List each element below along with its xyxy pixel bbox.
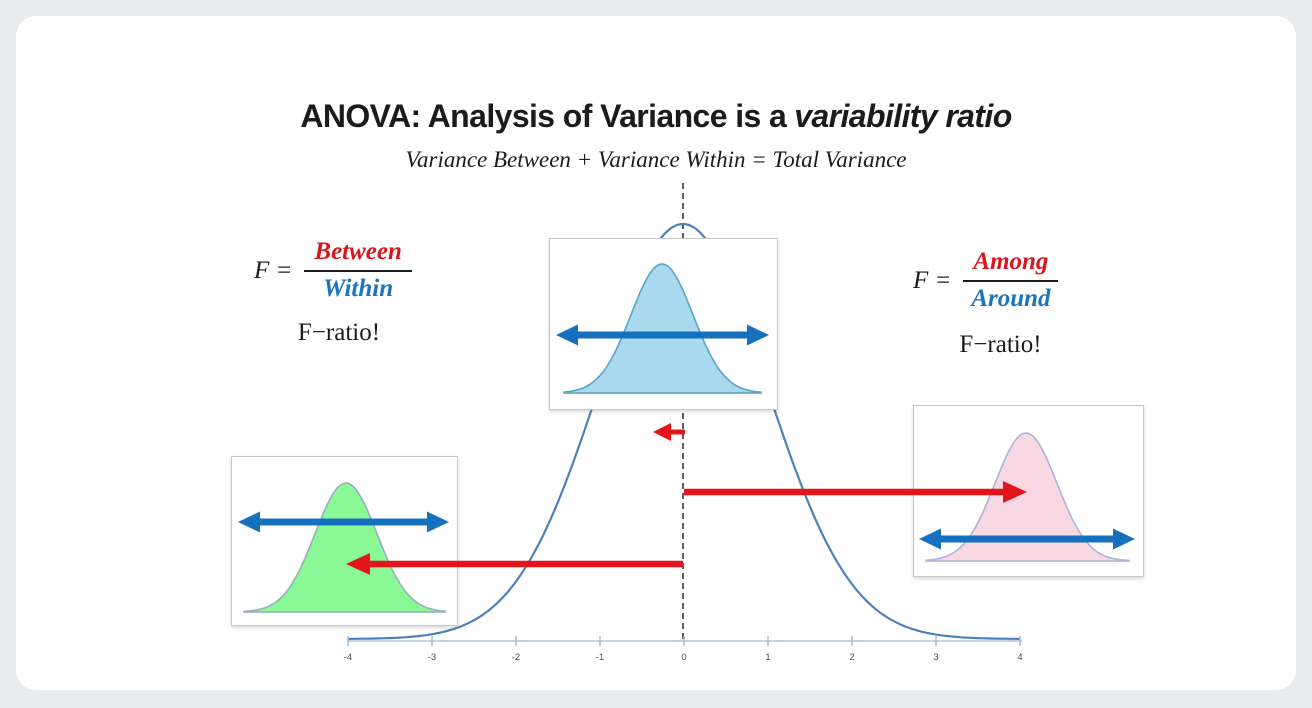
svg-text:-4: -4 [344, 652, 352, 663]
grand-distribution-curve [347, 222, 1020, 640]
slide-card: ANOVA: Analysis of Variance is a variabil… [16, 16, 1296, 690]
distribution-diagram: -4 -3 -2 -1 0 1 2 3 4 [344, 183, 1023, 663]
between-distribution-curve [925, 432, 1130, 562]
svg-text:0: 0 [681, 652, 686, 663]
formula-right-lhs: F = [913, 266, 952, 294]
within-variability-arrow [238, 511, 449, 533]
f-ratio-caption-left: F−ratio! [297, 319, 381, 346]
within-distribution-curve [243, 482, 446, 613]
total-distribution-box [549, 238, 778, 410]
formula-right-fraction: Among Around [963, 248, 1059, 314]
svg-text:1: 1 [765, 652, 770, 663]
f-ratio-caption-right: F−ratio! [959, 331, 1042, 358]
slide-subtitle: Variance Between + Variance Within = Tot… [405, 147, 907, 172]
svg-text:2: 2 [849, 652, 854, 663]
formula-left-lhs: F = [254, 256, 293, 284]
svg-text:-3: -3 [428, 652, 436, 663]
title-text: ANOVA: Analysis of Variance is a [300, 98, 787, 134]
formula-right-numerator: Among [963, 248, 1059, 282]
formula-left-numerator: Between [304, 238, 412, 272]
svg-text:-2: -2 [512, 652, 520, 663]
within-distribution-svg [238, 482, 449, 613]
svg-text:4: 4 [1017, 652, 1022, 663]
total-distribution-svg [556, 263, 769, 394]
title-emphasis: variability ratio [794, 98, 1012, 134]
total-distribution-curve [563, 263, 762, 394]
between-variability-arrow [919, 528, 1135, 550]
between-distribution-box [913, 405, 1144, 577]
total-variability-arrow [556, 324, 769, 346]
svg-text:3: 3 [933, 652, 938, 663]
x-axis-tick-labels: -4 -3 -2 -1 0 1 2 3 4 [344, 652, 1023, 663]
formula-right-denominator: Around [971, 284, 1051, 312]
formula-left-fraction: Between Within [304, 238, 412, 304]
x-axis-ticks [347, 636, 1021, 646]
within-distribution-box [231, 456, 458, 626]
between-distribution-svg [919, 432, 1135, 562]
svg-text:-1: -1 [596, 652, 604, 663]
slide-title: ANOVA: Analysis of Variance is a variabil… [16, 98, 1296, 135]
formula-right: F = Among Around [913, 248, 1059, 314]
formula-left-denominator: Within [323, 274, 394, 302]
formula-left: F = Between Within [254, 238, 412, 304]
